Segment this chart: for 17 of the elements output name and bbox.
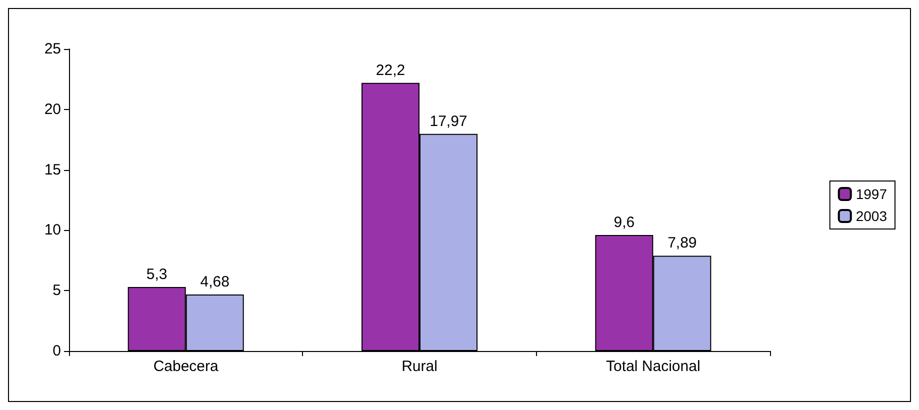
data-label: 4,68 (200, 273, 230, 290)
y-tick-label: 5 (52, 282, 61, 300)
y-tick-label: 10 (44, 222, 61, 239)
data-label: 9,6 (614, 214, 635, 232)
data-label: 7,89 (668, 234, 697, 252)
y-tick-label: 15 (44, 161, 61, 178)
y-tick-label: 20 (44, 100, 61, 118)
legend-label: 1997 (856, 186, 888, 202)
x-tick-label: Rural (402, 358, 438, 375)
y-tick-label: 0 (52, 342, 61, 360)
y-tick-label: 25 (44, 40, 61, 58)
data-label: 5,3 (146, 266, 168, 283)
data-label: 22,2 (376, 62, 406, 79)
legend-label: 2003 (856, 208, 888, 224)
data-label: 17,97 (430, 112, 468, 130)
x-tick-label: Total Nacional (606, 358, 700, 375)
x-tick-label: Cabecera (153, 358, 220, 375)
